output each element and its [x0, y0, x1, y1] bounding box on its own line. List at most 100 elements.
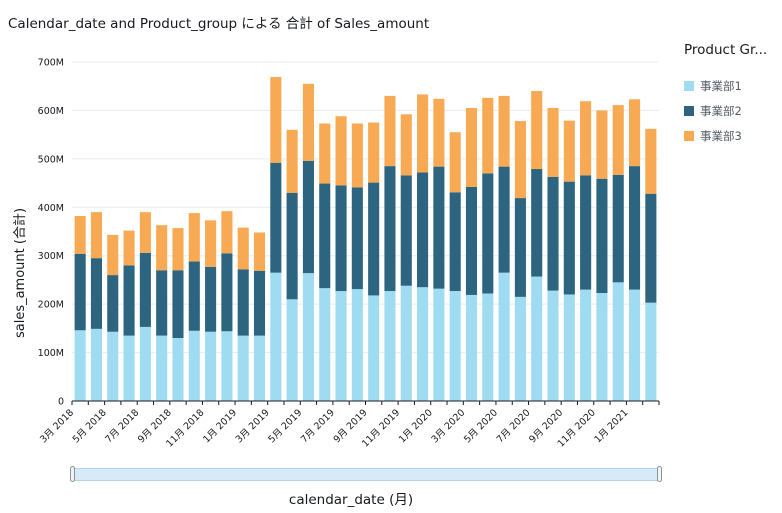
bar-segment-3[interactable] [531, 91, 543, 170]
bar-stack[interactable] [482, 97, 494, 401]
bar-segment-3[interactable] [433, 98, 445, 167]
bar-segment-1[interactable] [482, 293, 494, 401]
bar-stack[interactable] [123, 230, 135, 401]
bar-segment-2[interactable] [531, 169, 543, 277]
bar-segment-3[interactable] [514, 121, 526, 199]
bar-segment-1[interactable] [547, 290, 559, 401]
bar-stack[interactable] [612, 105, 624, 401]
bar-segment-3[interactable] [498, 95, 510, 167]
bar-stack[interactable] [547, 108, 559, 401]
bar-stack[interactable] [286, 129, 298, 401]
bar-segment-2[interactable] [514, 198, 526, 297]
bar-segment-3[interactable] [172, 228, 184, 271]
bar-segment-1[interactable] [172, 338, 184, 401]
bar-segment-3[interactable] [449, 132, 461, 193]
bar-segment-3[interactable] [465, 108, 478, 187]
bar-segment-1[interactable] [139, 326, 151, 401]
bar-segment-1[interactable] [90, 328, 102, 401]
bar-segment-2[interactable] [433, 166, 445, 289]
bar-segment-3[interactable] [270, 77, 282, 163]
bar-segment-3[interactable] [417, 94, 429, 173]
bar-segment-3[interactable] [400, 114, 412, 176]
bar-segment-3[interactable] [237, 227, 249, 270]
bar-segment-3[interactable] [335, 116, 347, 186]
bar-stack[interactable] [465, 108, 478, 401]
bar-segment-1[interactable] [123, 335, 135, 401]
bar-segment-1[interactable] [531, 276, 543, 401]
bar-stack[interactable] [172, 228, 184, 401]
bar-stack[interactable] [302, 83, 314, 401]
bar-segment-1[interactable] [368, 295, 380, 401]
bar-segment-2[interactable] [270, 162, 282, 273]
bar-stack[interactable] [400, 114, 412, 401]
bar-segment-3[interactable] [612, 105, 624, 175]
bar-segment-3[interactable] [482, 97, 494, 174]
bar-segment-1[interactable] [629, 289, 641, 401]
bar-stack[interactable] [368, 122, 380, 401]
bar-segment-2[interactable] [612, 174, 624, 283]
bar-segment-3[interactable] [368, 122, 380, 183]
bar-segment-2[interactable] [253, 270, 266, 336]
bar-segment-2[interactable] [90, 258, 102, 329]
bar-segment-1[interactable] [74, 330, 86, 401]
bar-segment-2[interactable] [335, 185, 347, 292]
bar-segment-2[interactable] [123, 265, 135, 336]
bar-segment-2[interactable] [221, 253, 233, 332]
bar-segment-3[interactable] [123, 230, 135, 266]
bar-segment-3[interactable] [156, 225, 168, 271]
bar-segment-3[interactable] [90, 212, 102, 259]
legend-item-1[interactable]: 事業部1 [684, 73, 767, 98]
bar-segment-1[interactable] [433, 288, 445, 401]
bar-segment-3[interactable] [253, 232, 266, 271]
bar-segment-1[interactable] [563, 294, 575, 401]
bar-segment-1[interactable] [302, 273, 314, 401]
bar-stack[interactable] [90, 212, 102, 401]
bar-segment-1[interactable] [465, 294, 478, 401]
bar-stack[interactable] [221, 211, 233, 401]
bar-segment-1[interactable] [384, 291, 396, 401]
bar-stack[interactable] [205, 220, 217, 401]
bar-stack[interactable] [139, 212, 151, 401]
bar-segment-1[interactable] [514, 296, 526, 401]
bar-segment-2[interactable] [205, 266, 217, 332]
bar-stack[interactable] [498, 95, 510, 401]
bar-segment-2[interactable] [188, 261, 200, 331]
bar-segment-2[interactable] [172, 270, 184, 339]
bar-segment-2[interactable] [417, 172, 429, 288]
scrollbar-left-handle[interactable] [70, 466, 75, 482]
bar-stack[interactable] [645, 128, 657, 401]
bar-segment-2[interactable] [645, 193, 657, 303]
bar-segment-2[interactable] [107, 275, 119, 332]
bar-segment-1[interactable] [498, 272, 510, 401]
bar-stack[interactable] [253, 232, 266, 401]
bar-stack[interactable] [188, 213, 200, 401]
bar-segment-1[interactable] [596, 293, 608, 401]
bar-segment-1[interactable] [449, 291, 461, 401]
bar-segment-1[interactable] [335, 291, 347, 401]
bar-segment-3[interactable] [563, 120, 575, 182]
bar-stack[interactable] [433, 98, 445, 401]
bar-stack[interactable] [107, 234, 119, 401]
bar-segment-2[interactable] [449, 192, 461, 292]
bar-stack[interactable] [580, 101, 592, 401]
bar-segment-2[interactable] [237, 269, 249, 336]
bar-stack[interactable] [237, 227, 249, 401]
bar-segment-2[interactable] [400, 175, 412, 286]
bar-segment-3[interactable] [629, 99, 641, 167]
bar-segment-1[interactable] [156, 335, 168, 401]
bar-segment-3[interactable] [107, 234, 119, 276]
bar-segment-2[interactable] [351, 187, 363, 290]
bar-segment-3[interactable] [319, 123, 331, 184]
bar-segment-1[interactable] [205, 331, 217, 401]
bar-segment-1[interactable] [400, 285, 412, 401]
bar-stack[interactable] [514, 121, 526, 401]
bar-segment-1[interactable] [253, 335, 266, 401]
bar-segment-3[interactable] [384, 95, 396, 167]
bar-segment-1[interactable] [270, 272, 282, 401]
bar-segment-1[interactable] [645, 302, 657, 401]
bar-segment-2[interactable] [498, 166, 510, 273]
bar-stack[interactable] [449, 132, 461, 401]
range-scrollbar[interactable] [70, 466, 662, 484]
bar-segment-1[interactable] [188, 330, 200, 401]
bar-stack[interactable] [335, 116, 347, 401]
